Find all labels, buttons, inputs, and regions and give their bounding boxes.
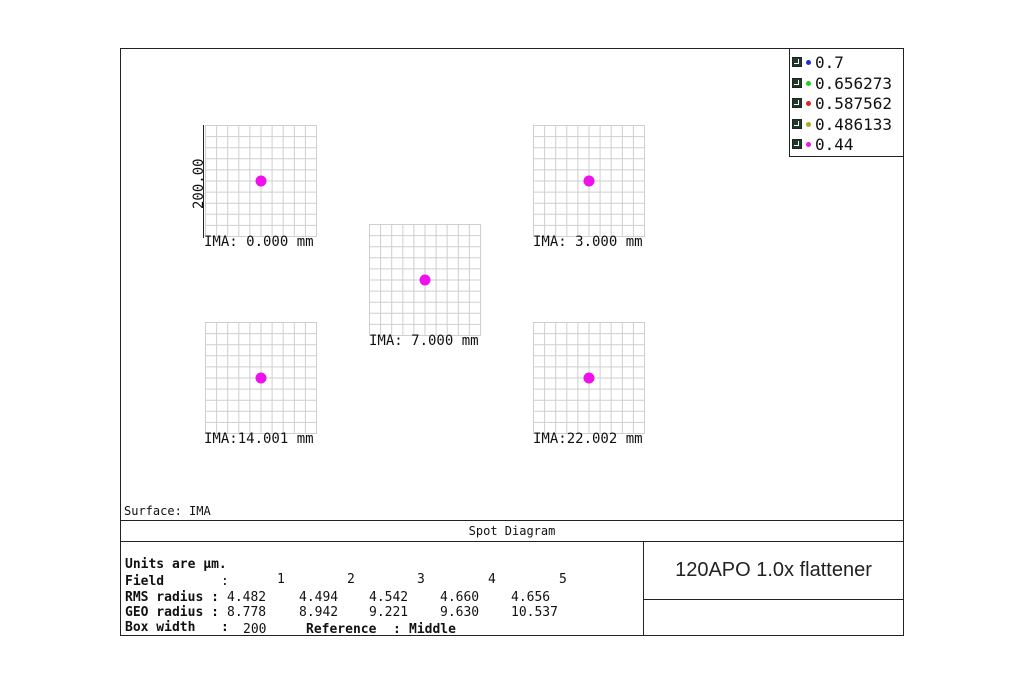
info-panel: Units are µm. Field : 1 2 3 4 5 RMS radi… bbox=[121, 541, 644, 637]
field-label-5: IMA:22.002 mm bbox=[533, 431, 643, 447]
rms-value: 4.542 bbox=[369, 590, 409, 605]
checkbox-icon[interactable] bbox=[792, 57, 802, 67]
legend-item[interactable]: 0.486133 bbox=[792, 114, 892, 134]
spot-box-field-2 bbox=[533, 125, 645, 237]
legend-label: 0.486133 bbox=[815, 114, 893, 134]
scale-bar bbox=[203, 125, 204, 238]
field-label-3: IMA: 7.000 mm bbox=[369, 333, 479, 349]
wavelength-legend: 0.7 0.656273 0.587562 0.486133 0.44 bbox=[789, 49, 903, 157]
field-row-label: Field bbox=[125, 574, 165, 589]
surface-label: Surface: IMA bbox=[124, 504, 211, 518]
geo-value: 8.778 bbox=[227, 605, 267, 620]
checkbox-icon[interactable] bbox=[792, 119, 802, 129]
legend-label: 0.587562 bbox=[815, 93, 893, 113]
field-number: 4 bbox=[488, 572, 496, 587]
field-number: 2 bbox=[347, 572, 355, 587]
spot-grid bbox=[205, 125, 317, 237]
reference-value: Middle bbox=[409, 622, 456, 637]
checkbox-icon[interactable] bbox=[792, 78, 802, 88]
field-label-2: IMA: 3.000 mm bbox=[533, 234, 643, 250]
spot-grid bbox=[205, 322, 317, 434]
legend-item[interactable]: 0.7 bbox=[792, 52, 844, 72]
field-number: 1 bbox=[277, 572, 285, 587]
spot-point bbox=[583, 175, 595, 187]
spot-grid bbox=[533, 125, 645, 237]
legend-label: 0.44 bbox=[815, 134, 854, 154]
legend-item[interactable]: 0.656273 bbox=[792, 73, 892, 93]
spot-point bbox=[255, 175, 267, 187]
geo-row-label: GEO radius : bbox=[125, 605, 219, 620]
rms-value: 4.494 bbox=[299, 590, 339, 605]
geo-value: 10.537 bbox=[511, 605, 558, 620]
spot-grid bbox=[533, 322, 645, 434]
spot-point bbox=[419, 274, 431, 286]
spot-point bbox=[255, 372, 267, 384]
rms-value: 4.660 bbox=[440, 590, 480, 605]
box-width-value: 200 bbox=[243, 622, 267, 637]
spot-box-field-1 bbox=[205, 125, 317, 237]
reference-sep: : bbox=[393, 622, 401, 637]
legend-dot-icon bbox=[806, 141, 811, 147]
legend-dot-icon bbox=[806, 100, 811, 106]
spot-grid bbox=[369, 224, 481, 336]
geo-value: 8.942 bbox=[299, 605, 339, 620]
plot-area: 200.00 IMA: 0.000 mm IMA: 3.000 mm IMA: … bbox=[121, 49, 903, 519]
rms-value: 4.656 bbox=[511, 590, 551, 605]
checkbox-icon[interactable] bbox=[792, 139, 802, 149]
geo-value: 9.221 bbox=[369, 605, 409, 620]
spot-box-field-5 bbox=[533, 322, 645, 434]
legend-dot-icon bbox=[806, 59, 811, 65]
rms-value: 4.482 bbox=[227, 590, 267, 605]
field-row-sep: : bbox=[221, 574, 229, 589]
reference-label: Reference bbox=[306, 622, 377, 637]
box-width-label: Box width bbox=[125, 620, 196, 635]
legend-label: 0.7 bbox=[815, 52, 844, 72]
legend-dot-icon bbox=[806, 121, 811, 127]
field-label-4: IMA:14.001 mm bbox=[204, 431, 314, 447]
field-number: 5 bbox=[559, 572, 567, 587]
spot-point bbox=[583, 372, 595, 384]
spot-box-field-3 bbox=[369, 224, 481, 336]
spot-box-field-4 bbox=[205, 322, 317, 434]
box-width-sep: : bbox=[221, 620, 229, 635]
field-number: 3 bbox=[417, 572, 425, 587]
legend-item[interactable]: 0.587562 bbox=[792, 93, 892, 113]
checkbox-icon[interactable] bbox=[792, 98, 802, 108]
legend-dot-icon bbox=[806, 80, 811, 86]
legend-item[interactable]: 0.44 bbox=[792, 134, 854, 154]
rms-row-label: RMS radius : bbox=[125, 590, 219, 605]
lens-description: 120APO 1.0x flattener bbox=[644, 541, 903, 600]
geo-value: 9.630 bbox=[440, 605, 480, 620]
units-text: Units are µm. bbox=[125, 557, 227, 572]
diagram-title: Spot Diagram bbox=[121, 520, 903, 542]
field-label-1: IMA: 0.000 mm bbox=[204, 234, 314, 250]
spot-diagram-frame: 200.00 IMA: 0.000 mm IMA: 3.000 mm IMA: … bbox=[120, 48, 904, 637]
legend-label: 0.656273 bbox=[815, 73, 893, 93]
